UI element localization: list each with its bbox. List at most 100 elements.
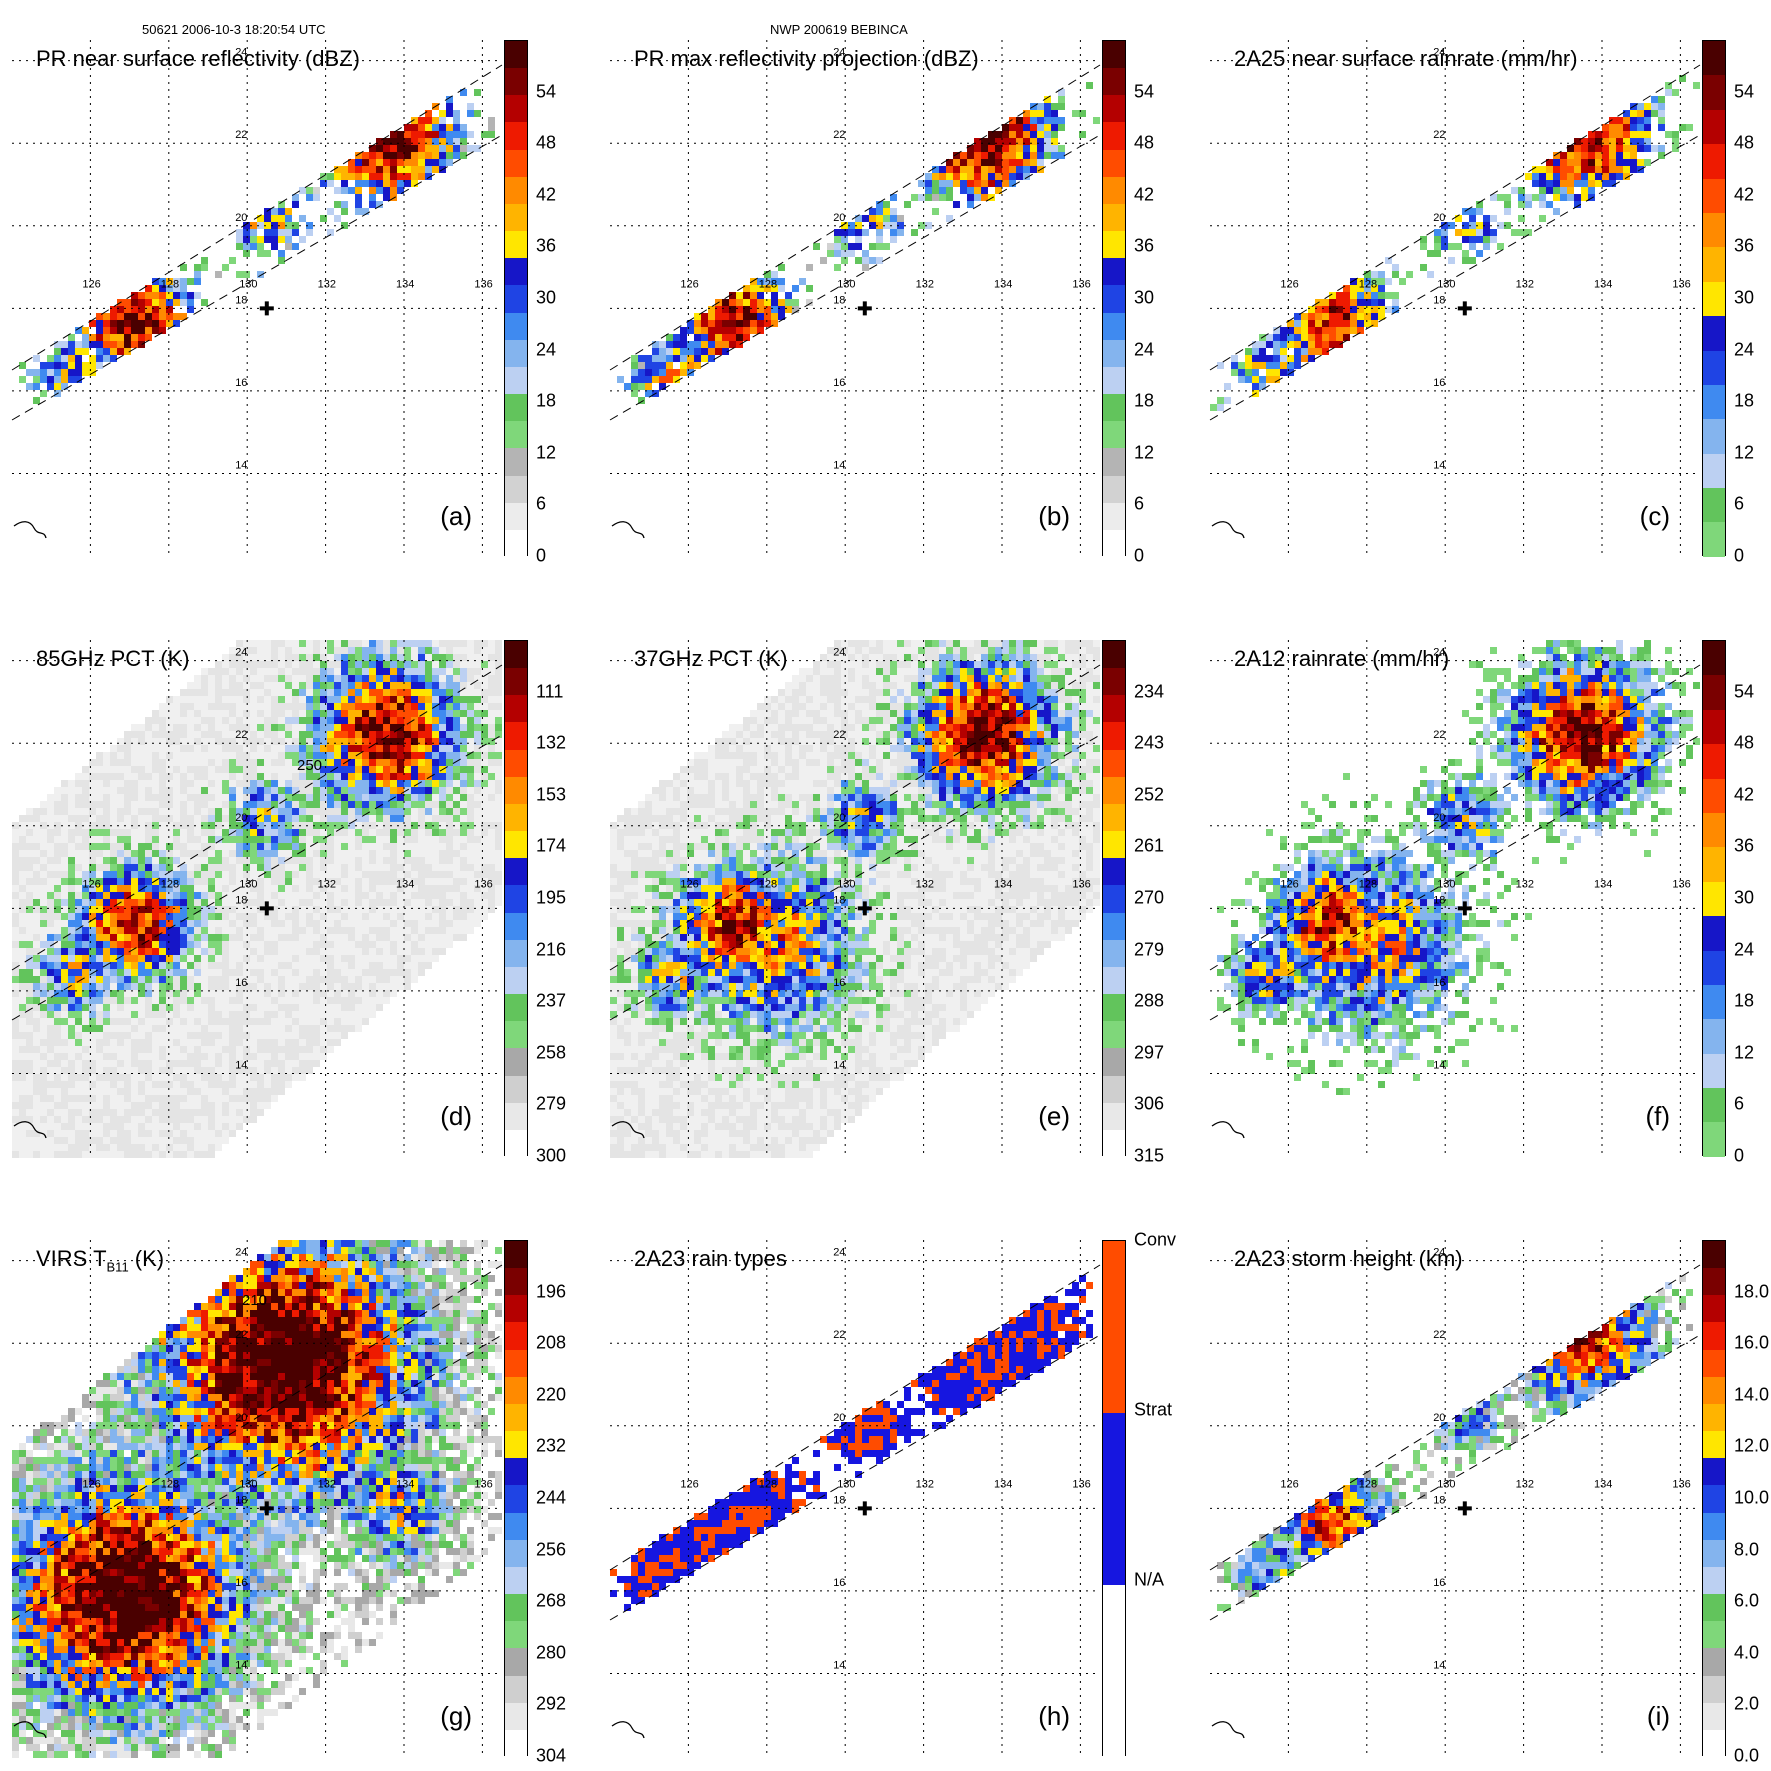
colorbar-segment bbox=[1703, 709, 1725, 745]
colorbar-tick: 48 bbox=[536, 132, 557, 153]
colorbar-tick: 54 bbox=[1734, 81, 1755, 102]
lon-label: 132 bbox=[916, 879, 934, 891]
colorbar-segment bbox=[505, 339, 527, 367]
colorbar-segment bbox=[1103, 258, 1125, 286]
colorbar-tick: 12 bbox=[1734, 442, 1755, 463]
colorbar-tick: 244 bbox=[536, 1487, 567, 1508]
header-orbit-time: 50621 2006-10-3 18:20:54 UTC bbox=[142, 22, 326, 37]
contour-label: 250 bbox=[297, 757, 322, 774]
colorbar-segment bbox=[1703, 1349, 1725, 1377]
colorbar-tick: 54 bbox=[1734, 681, 1755, 702]
colorbar-segment bbox=[505, 1075, 527, 1103]
lon-label: 132 bbox=[318, 279, 336, 291]
colorbar-tick: 261 bbox=[1134, 835, 1165, 856]
colorbar-segment bbox=[505, 203, 527, 232]
graticule-i bbox=[1210, 1240, 1700, 1756]
colorbar-segment bbox=[505, 421, 527, 449]
colorbar-segment bbox=[1103, 803, 1125, 832]
panel-c: 126 128 130 132 134 136 24 22 20 18 16 14 2A25 near … bbox=[1209, 40, 1754, 566]
colorbar-segment bbox=[505, 1102, 527, 1130]
lon-label: 132 bbox=[1516, 879, 1534, 891]
panel-letter: (h) bbox=[1038, 1701, 1070, 1731]
colorbar-segment bbox=[1703, 384, 1725, 420]
colorbar-segment bbox=[505, 475, 527, 503]
lon-label: 134 bbox=[1594, 1479, 1612, 1491]
colorbar-segment bbox=[1103, 394, 1125, 422]
panel-title: 37GHz PCT (K) bbox=[634, 646, 788, 671]
colorbar-tick: 24 bbox=[536, 339, 557, 360]
colorbar-tick: 234 bbox=[1134, 681, 1165, 702]
colorbar-segment bbox=[1703, 950, 1725, 985]
lon-label: 134 bbox=[994, 879, 1012, 891]
colorbar-tick: 12.0 bbox=[1734, 1435, 1770, 1456]
lat-label: 16 bbox=[235, 377, 247, 389]
colorbar-segment bbox=[1703, 488, 1725, 523]
lon-label: 128 bbox=[161, 1479, 179, 1491]
colorbar-segment bbox=[1103, 1102, 1125, 1130]
colorbar-tick: 195 bbox=[536, 887, 567, 908]
lat-label: 22 bbox=[235, 1329, 247, 1341]
colorbar-segment bbox=[1103, 776, 1125, 804]
colorbar-segment bbox=[505, 1268, 527, 1296]
lat-label: 16 bbox=[1433, 1577, 1445, 1589]
lat-label: 20 bbox=[833, 812, 845, 824]
lon-label: 132 bbox=[916, 279, 934, 291]
lat-label: 22 bbox=[833, 1329, 845, 1341]
lon-label: 126 bbox=[82, 1479, 100, 1491]
colorbar-segment bbox=[505, 695, 527, 723]
lat-label: 18 bbox=[235, 894, 247, 906]
colorbar-segment bbox=[505, 1621, 527, 1649]
colorbar-segment bbox=[1103, 858, 1125, 886]
colorbar-tick: 306 bbox=[1134, 1093, 1165, 1114]
colorbar-segment bbox=[1103, 1241, 1125, 1413]
colorbar-tick: 258 bbox=[536, 1042, 567, 1063]
lon-label: 126 bbox=[680, 879, 698, 891]
colorbar-segment bbox=[1703, 1702, 1725, 1730]
lon-label: 126 bbox=[82, 279, 100, 291]
lat-label: 22 bbox=[833, 129, 845, 141]
colorbar-tick: 2.0 bbox=[1734, 1693, 1760, 1714]
lon-label: 136 bbox=[474, 279, 492, 291]
colorbar-tick: 0 bbox=[536, 545, 547, 566]
colorbar-segment bbox=[1103, 722, 1125, 750]
colorbar-segment bbox=[505, 1048, 527, 1076]
colorbar-segment bbox=[1703, 1019, 1725, 1054]
coastline-icon bbox=[1211, 1721, 1245, 1739]
colorbar-tick: 30 bbox=[1734, 887, 1755, 908]
swath-edges-d bbox=[11, 664, 503, 1021]
colorbar-segment bbox=[1103, 1585, 1125, 1757]
colorbar-tick: 132 bbox=[536, 732, 567, 753]
colorbar-segment bbox=[505, 1675, 527, 1703]
colorbar-segment bbox=[505, 885, 527, 913]
colorbar-segment bbox=[1703, 453, 1725, 489]
colorbar-segment bbox=[1103, 421, 1125, 449]
colorbar-tick: 24 bbox=[1734, 339, 1755, 360]
lat-label: 14 bbox=[1433, 1659, 1445, 1671]
colorbar-tick: Strat bbox=[1134, 1399, 1173, 1420]
panel-title: PR near surface reflectivity (dBZ) bbox=[36, 46, 360, 71]
colorbar-segment bbox=[1703, 109, 1725, 145]
graticule-c bbox=[1210, 40, 1700, 556]
colorbar-segment bbox=[1703, 1322, 1725, 1350]
colorbar-segment bbox=[1103, 1021, 1125, 1049]
colorbar-segment bbox=[1703, 316, 1725, 351]
colorbar-segment bbox=[505, 1512, 527, 1540]
colorbar-tick: 12 bbox=[536, 442, 557, 463]
colorbar-tick: 30 bbox=[1134, 287, 1155, 308]
colorbar-segment bbox=[1103, 68, 1125, 96]
colorbar-segment bbox=[1703, 1241, 1725, 1269]
colorbar-segment bbox=[1703, 178, 1725, 213]
coastline-icon bbox=[611, 1121, 645, 1139]
lon-label: 130 bbox=[837, 879, 855, 891]
colorbar-segment bbox=[505, 149, 527, 177]
graticule-h bbox=[610, 1240, 1100, 1756]
swath-field-f bbox=[1217, 640, 1700, 1095]
colorbar-segment bbox=[505, 803, 527, 832]
colorbar-tick: 6 bbox=[536, 493, 547, 514]
colorbar-segment bbox=[1703, 1539, 1725, 1567]
lat-label: 16 bbox=[833, 1577, 845, 1589]
colorbar-segment bbox=[1703, 778, 1725, 813]
lon-label: 134 bbox=[994, 279, 1012, 291]
colorbar-tick: 6 bbox=[1134, 493, 1145, 514]
colorbar-tick: 54 bbox=[1134, 81, 1155, 102]
